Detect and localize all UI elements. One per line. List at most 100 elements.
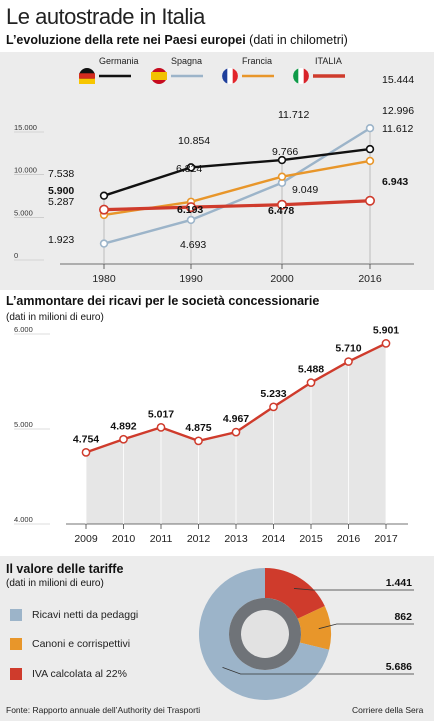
data-point <box>231 427 241 437</box>
series-line-spagna <box>103 127 371 245</box>
legend-canoni-label: Canoni e corrispettivi <box>32 638 131 650</box>
flag-part <box>79 73 95 79</box>
leader-line <box>318 623 414 630</box>
x-tick-label: 2016 <box>358 273 382 285</box>
data-point <box>186 163 196 172</box>
data-point <box>365 144 375 154</box>
data-point <box>277 172 287 181</box>
x-tick-label: 2014 <box>262 533 286 545</box>
x-tick-label: 2016 <box>337 533 361 545</box>
data-point <box>99 191 109 200</box>
y-tick-label: 5.000 <box>14 420 33 429</box>
germany-flag-icon <box>79 68 95 84</box>
data-point <box>344 357 353 366</box>
legend-iva: IVA calcolata al 22% <box>10 668 127 680</box>
data-label: 5.017 <box>148 408 174 420</box>
pedaggi-swatch <box>10 609 22 621</box>
data-label: 5.710 <box>335 343 361 355</box>
data-label: 6.193 <box>177 204 203 216</box>
data-label: 5.901 <box>373 324 399 336</box>
data-label: 4.892 <box>110 420 136 432</box>
chart1-title: L’evoluzione della rete nei Paesi europe… <box>6 33 348 47</box>
data-label: 9.766 <box>272 146 298 158</box>
data-label: 7.538 <box>48 168 74 180</box>
legend-label: Spagna <box>171 56 202 66</box>
x-tick-label: 2013 <box>224 533 248 545</box>
legend-canoni: Canoni e corrispettivi <box>10 638 130 650</box>
data-point <box>277 155 287 165</box>
chart2-note: (dati in milioni di euro) <box>6 312 104 323</box>
data-label: 6.943 <box>382 176 408 188</box>
france-flag-icon <box>222 68 238 84</box>
x-tick-label: 2009 <box>74 533 98 545</box>
data-point <box>364 195 375 206</box>
flag-part <box>151 72 167 80</box>
data-point <box>186 202 197 213</box>
legend-label: ITALIA <box>315 56 342 66</box>
chart1-title-paren: (dati in chilometri) <box>249 33 348 47</box>
x-tick-label: 2000 <box>270 273 294 285</box>
x-tick-label: 2011 <box>150 533 173 545</box>
network-chart: Germania Spagna Francia ITALIA 7.538 10.854 1… <box>14 56 414 285</box>
x-tick-label: 2012 <box>187 533 211 545</box>
legend-iva-label: IVA calcolata al 22% <box>32 668 127 680</box>
data-point <box>306 378 316 387</box>
data-label: 11.712 <box>278 109 309 121</box>
page-title: Le autostrade in Italia <box>6 4 205 29</box>
x-tick-label: 2017 <box>374 533 398 545</box>
y-tick-label: 5.000 <box>14 208 33 217</box>
data-point <box>365 124 375 133</box>
data-label: 4.754 <box>73 433 99 445</box>
data-label: 5.488 <box>298 364 324 376</box>
y-tick-label: 6.000 <box>14 325 33 334</box>
iva-swatch <box>10 668 22 680</box>
series-line-germania <box>103 147 371 197</box>
leader-line <box>293 588 414 591</box>
italy-flag-icon <box>293 68 309 84</box>
data-point <box>99 204 110 215</box>
x-tick-label: 2015 <box>299 533 323 545</box>
tariffs-pie: 5.686 862 1.441 <box>199 568 414 700</box>
data-label: 5.287 <box>48 196 74 208</box>
data-point <box>119 434 128 444</box>
data-label: 862 <box>394 611 412 623</box>
y-tick-label: 15.000 <box>14 123 37 132</box>
flag-part <box>303 68 309 84</box>
legend-pedaggi-label: Ricavi netti da pedaggi <box>32 609 139 621</box>
data-point <box>99 239 109 248</box>
data-point <box>365 156 375 166</box>
data-label: 11.612 <box>382 123 413 135</box>
data-label: 5.233 <box>260 388 286 400</box>
data-label: 6.824 <box>176 163 202 175</box>
flag-part <box>293 68 299 84</box>
data-label: 1.923 <box>48 234 74 246</box>
x-tick-label: 1990 <box>179 273 203 285</box>
data-point <box>81 448 91 457</box>
leader-line <box>222 666 414 675</box>
data-label: 5.686 <box>386 661 412 673</box>
credit: Corriere della Sera <box>352 705 424 715</box>
y-tick-label: 10.000 <box>14 166 37 175</box>
y-tick-label: 4.000 <box>14 515 33 524</box>
pie-slice-canoni <box>297 606 331 650</box>
data-label: 4.875 <box>185 422 211 434</box>
data-label: 15.444 <box>382 74 414 86</box>
spain-flag-icon <box>151 68 167 84</box>
donut-hole <box>241 610 289 658</box>
data-point <box>276 199 287 210</box>
data-point <box>381 339 391 348</box>
legend-label: Germania <box>99 56 139 66</box>
flag-part <box>232 68 238 84</box>
data-label: 6.478 <box>268 205 294 217</box>
flag-part <box>222 68 228 84</box>
chart2-title: L’ammontare dei ricavi per le società co… <box>6 294 320 308</box>
source-note: Fonte: Rapporto annuale dell’Authority d… <box>6 705 201 715</box>
x-tick-label: 1980 <box>92 273 116 285</box>
chart3-title: Il valore delle tariffe <box>6 562 124 576</box>
data-point <box>156 423 166 432</box>
data-point <box>269 402 278 412</box>
legend-label: Francia <box>242 56 272 66</box>
revenue-chart: 4.754 4.892 5.017 4.875 4.967 5.233 5.488 5.710… <box>14 324 408 545</box>
y-tick-label: 0 <box>14 251 18 260</box>
data-point <box>186 215 196 225</box>
